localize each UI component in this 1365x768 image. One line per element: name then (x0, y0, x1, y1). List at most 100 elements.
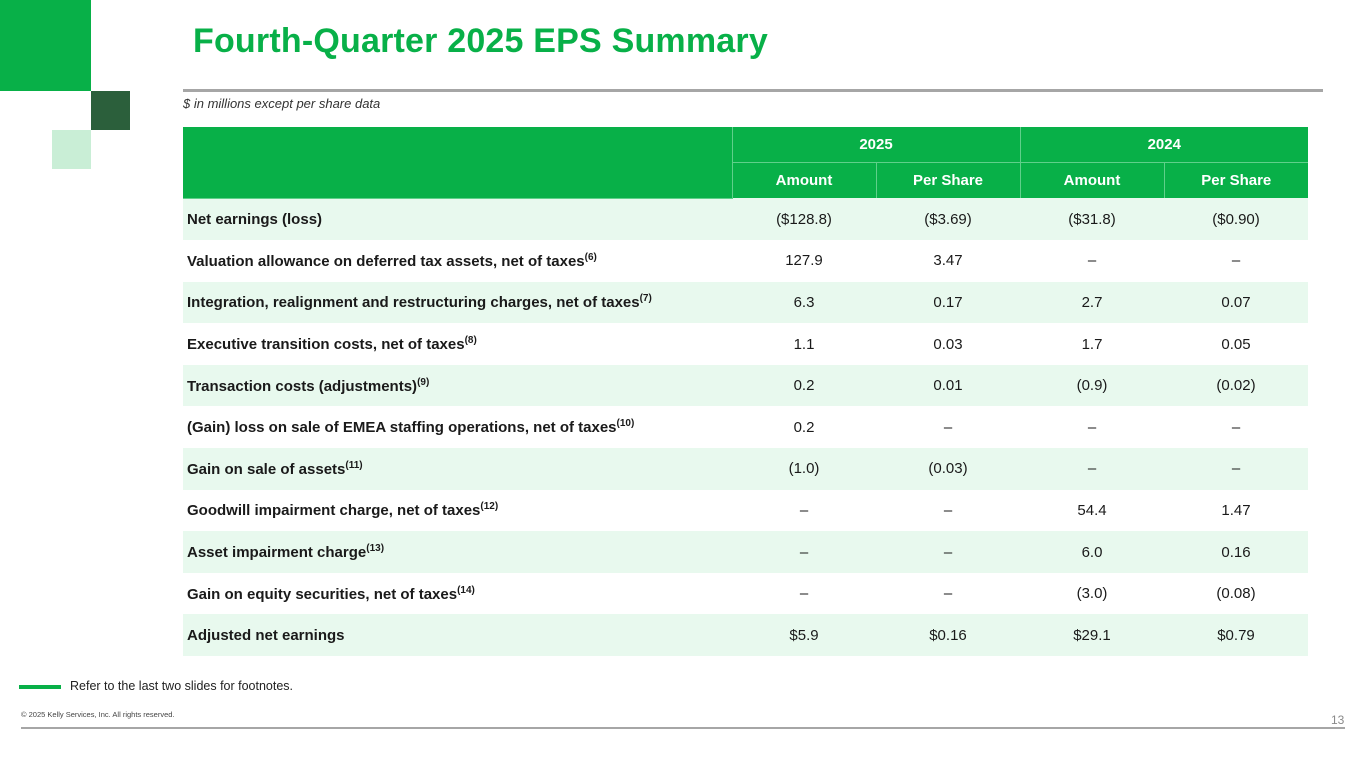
column-header-per-share-2024: Per Share (1163, 162, 1308, 198)
amount-2024-cell: (0.9) (1020, 364, 1164, 407)
row-label-text: Gain on equity securities, net of taxes (187, 585, 458, 603)
row-label-text: Valuation allowance on deferred tax asse… (187, 252, 585, 270)
per-share-2024-cell: 0.05 (1164, 323, 1308, 365)
amount-2025-cell: $5.9 (732, 614, 876, 657)
table-year-header-row: 2025 2024 (183, 127, 1308, 199)
per-share-2024-cell: – (1164, 448, 1308, 490)
row-label: Integration, realignment and restructuri… (183, 281, 732, 324)
table-row: Valuation allowance on deferred tax asse… (183, 240, 1308, 282)
per-share-2024-cell: $0.79 (1164, 614, 1308, 657)
per-share-2024-cell: 1.47 (1164, 489, 1308, 532)
decorative-green-square-large (0, 0, 91, 91)
table-header-blank (183, 127, 732, 199)
table-row: Asset impairment charge(13) – –6.0 0.16 (183, 531, 1308, 573)
column-header-amount-2024: Amount (1019, 162, 1164, 198)
amount-2024-cell: – (1020, 240, 1164, 282)
per-share-2025-cell: $0.16 (876, 614, 1020, 657)
row-label: Transaction costs (adjustments)(9) (183, 364, 732, 407)
amount-2025-cell: – (732, 489, 876, 532)
per-share-2025-cell: 0.01 (876, 364, 1020, 407)
row-label-text: Asset impairment charge (187, 544, 367, 562)
row-label: Goodwill impairment charge, net of taxes… (183, 489, 732, 532)
row-label-text: Integration, realignment and restructuri… (187, 294, 640, 312)
amount-2024-cell: (3.0) (1020, 572, 1164, 615)
row-label-text: Goodwill impairment charge, net of taxes (187, 502, 481, 520)
decorative-dark-green-square (91, 91, 130, 130)
year-header-2025: 2025 (731, 127, 1020, 163)
footnote-marker: (9) (417, 376, 430, 388)
slide-title: Fourth-Quarter 2025 EPS Summary (193, 22, 768, 60)
amount-2024-cell: – (1020, 448, 1164, 490)
per-share-2024-cell: (0.08) (1164, 572, 1308, 615)
per-share-2024-cell: 0.16 (1164, 531, 1308, 573)
row-label-text: Adjusted net earnings (187, 626, 345, 644)
title-divider (183, 89, 1323, 92)
amount-2024-cell: 6.0 (1020, 531, 1164, 573)
footer-divider (21, 727, 1345, 729)
per-share-2025-cell: – (876, 406, 1020, 449)
table-body: Net earnings (loss) ($128.8) ($3.69) ($31.8… (183, 198, 1308, 657)
row-label: Net earnings (loss) (183, 198, 732, 241)
table-row: (Gain) loss on sale of EMEA staffing ope… (183, 406, 1308, 449)
per-share-2025-cell: (0.03) (876, 448, 1020, 490)
column-header-per-share-2025: Per Share (875, 162, 1020, 198)
footnote-marker: (11) (345, 459, 363, 471)
amount-2025-cell: 6.3 (732, 281, 876, 324)
eps-summary-table: 2025 2024 Amount Per Share Amount Per Sh… (183, 127, 1308, 657)
per-share-2024-cell: (0.02) (1164, 364, 1308, 407)
table-row: Integration, realignment and restructuri… (183, 281, 1308, 324)
amount-2025-cell: – (732, 531, 876, 573)
footnote-marker: (8) (464, 335, 477, 347)
page-number: 13 (1331, 713, 1345, 727)
table-row: Transaction costs (adjustments)(9) 0.2 0.0… (183, 364, 1308, 407)
footnote-marker: (12) (480, 501, 499, 513)
row-label-text: (Gain) loss on sale of EMEA staffing ope… (187, 419, 617, 437)
amount-2024-cell: 2.7 (1020, 281, 1164, 324)
decorative-light-green-square (52, 130, 91, 169)
per-share-2024-cell: – (1164, 240, 1308, 282)
row-label: Gain on equity securities, net of taxes(… (183, 572, 732, 615)
footnote-marker: (14) (457, 584, 475, 596)
row-label-text: Net earnings (loss) (187, 210, 323, 228)
amount-2025-cell: 127.9 (732, 240, 876, 282)
table-row: Goodwill impairment charge, net of taxes… (183, 489, 1308, 532)
year-header-2024: 2024 (1019, 127, 1308, 163)
row-label-text: Executive transition costs, net of taxes (187, 336, 465, 354)
amount-2024-cell: – (1020, 406, 1164, 449)
row-label: Gain on sale of assets(11) (183, 448, 732, 490)
row-label: (Gain) loss on sale of EMEA staffing ope… (183, 406, 732, 449)
row-label-text: Gain on sale of assets (187, 460, 346, 478)
per-share-2025-cell: – (876, 531, 1020, 573)
footnote-marker: (13) (366, 543, 385, 555)
amount-2025-cell: (1.0) (732, 448, 876, 490)
row-label: Adjusted net earnings (183, 614, 732, 657)
units-note: $ in millions except per share data (183, 96, 381, 111)
per-share-2025-cell: ($3.69) (876, 198, 1020, 241)
footnote-marker: (10) (616, 418, 635, 430)
per-share-2025-cell: – (876, 572, 1020, 615)
row-label: Executive transition costs, net of taxes… (183, 323, 732, 365)
per-share-2025-cell: 3.47 (876, 240, 1020, 282)
amount-2024-cell: $29.1 (1020, 614, 1164, 657)
per-share-2025-cell: – (876, 489, 1020, 532)
per-share-2025-cell: 0.17 (876, 281, 1020, 324)
row-label: Valuation allowance on deferred tax asse… (183, 240, 732, 282)
amount-2025-cell: ($128.8) (732, 198, 876, 241)
footnote-marker: (7) (639, 293, 652, 305)
amount-2025-cell: 0.2 (732, 406, 876, 449)
footnote-reference: Refer to the last two slides for footnot… (70, 679, 294, 693)
row-label: Asset impairment charge(13) (183, 531, 732, 573)
copyright-notice: © 2025 Kelly Services, Inc. All rights r… (21, 710, 175, 719)
footnote-accent-bar (19, 685, 61, 689)
amount-2024-cell: ($31.8) (1020, 198, 1164, 241)
per-share-2024-cell: 0.07 (1164, 281, 1308, 324)
column-header-amount-2025: Amount (731, 162, 876, 198)
amount-2024-cell: 1.7 (1020, 323, 1164, 365)
table-row: Adjusted net earnings $5.9 $0.16 $29.1 $0.79 (183, 614, 1308, 657)
amount-2025-cell: 0.2 (732, 364, 876, 407)
per-share-2024-cell: – (1164, 406, 1308, 449)
footnote-marker: (6) (584, 251, 597, 263)
amount-2025-cell: – (732, 572, 876, 615)
amount-2025-cell: 1.1 (732, 323, 876, 365)
amount-2024-cell: 54.4 (1020, 489, 1164, 532)
